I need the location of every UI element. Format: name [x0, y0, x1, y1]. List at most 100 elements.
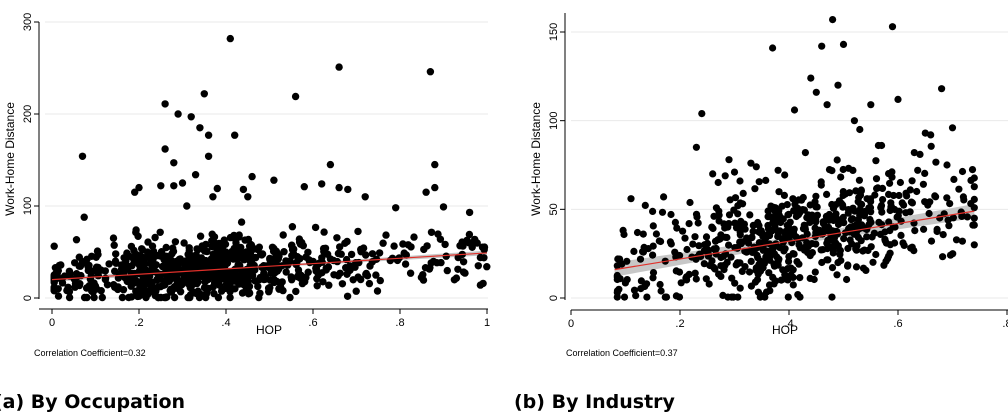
data-point [853, 220, 861, 229]
data-point [946, 251, 955, 259]
data-point [219, 264, 228, 272]
data-point [921, 169, 929, 177]
data-point [910, 149, 918, 157]
data-point [963, 213, 972, 221]
data-point [146, 277, 154, 286]
data-point [661, 293, 669, 301]
data-point [676, 251, 684, 260]
data-point [151, 233, 159, 242]
data-point [804, 249, 812, 257]
fit-line-group [614, 210, 975, 271]
data-point [273, 277, 281, 286]
data-point [649, 207, 657, 215]
data-point [186, 282, 195, 290]
data-point [823, 101, 831, 109]
panel-by-occupation: 0 100 200 300 0 .2 .4 .6 .8 1 Work-Home Distance… [0, 13, 491, 413]
data-point [127, 293, 136, 301]
data-point [94, 250, 102, 259]
x-tick-label: 0 [49, 317, 55, 329]
data-point [204, 152, 213, 160]
data-point [163, 261, 171, 270]
data-point [897, 231, 905, 239]
data-point [657, 287, 665, 295]
data-point [271, 254, 279, 262]
data-point [649, 274, 657, 282]
data-point [667, 240, 675, 248]
data-point [869, 258, 877, 266]
y-tick-label: 150 [548, 23, 560, 41]
x-ticks: 0 .2 .4 .6 .8 [568, 310, 1008, 330]
data-point [215, 239, 223, 248]
data-point [139, 277, 147, 285]
data-point [894, 95, 902, 103]
data-point [885, 170, 893, 178]
data-point [672, 267, 680, 275]
data-point [226, 284, 235, 293]
data-point [949, 214, 958, 222]
data-point [692, 210, 701, 218]
data-point [863, 233, 871, 241]
data-point [871, 191, 879, 199]
data-point [630, 247, 638, 255]
data-point [712, 244, 720, 253]
data-point [632, 292, 640, 300]
data-point [748, 233, 756, 241]
data-point [900, 201, 908, 209]
data-point [180, 239, 188, 247]
data-point [132, 250, 140, 259]
data-point [743, 234, 751, 242]
data-point [833, 230, 842, 238]
data-point [864, 246, 872, 255]
data-point [372, 271, 380, 279]
data-point [970, 183, 978, 191]
data-point [730, 168, 739, 176]
data-point [970, 214, 978, 222]
data-point [471, 235, 479, 244]
data-point [757, 227, 765, 235]
data-point [282, 260, 290, 268]
data-point [156, 228, 164, 236]
data-point [441, 240, 449, 249]
data-point [700, 260, 708, 268]
data-point [480, 243, 489, 251]
data-point [105, 260, 113, 268]
data-point [822, 212, 831, 220]
data-point [807, 74, 815, 82]
data-point [279, 231, 287, 239]
data-point [682, 274, 690, 282]
data-point [736, 284, 744, 292]
data-point [111, 267, 119, 275]
data-point [282, 268, 290, 276]
data-point [302, 253, 310, 261]
data-point [852, 187, 860, 195]
data-point [151, 251, 159, 259]
data-point [781, 171, 789, 179]
data-point [886, 227, 894, 235]
data-point [276, 282, 285, 291]
data-point [260, 262, 268, 270]
data-point [765, 230, 773, 238]
data-point [312, 265, 321, 273]
data-point [823, 190, 831, 198]
data-point [302, 273, 310, 282]
data-point [872, 175, 881, 183]
data-point [783, 201, 791, 209]
data-point [812, 218, 820, 226]
data-point [872, 157, 880, 165]
data-point [723, 258, 731, 266]
data-point [844, 209, 852, 217]
data-point [719, 291, 727, 299]
data-point [483, 263, 491, 271]
data-point [715, 235, 724, 243]
data-point [219, 254, 227, 262]
data-point [837, 199, 845, 207]
data-point [844, 261, 852, 269]
data-point [218, 245, 227, 253]
data-point [881, 235, 889, 243]
data-point [789, 281, 797, 289]
data-point [349, 276, 357, 284]
data-point [323, 250, 332, 258]
data-point [914, 166, 922, 174]
data-point [726, 196, 734, 204]
data-point [637, 277, 646, 285]
